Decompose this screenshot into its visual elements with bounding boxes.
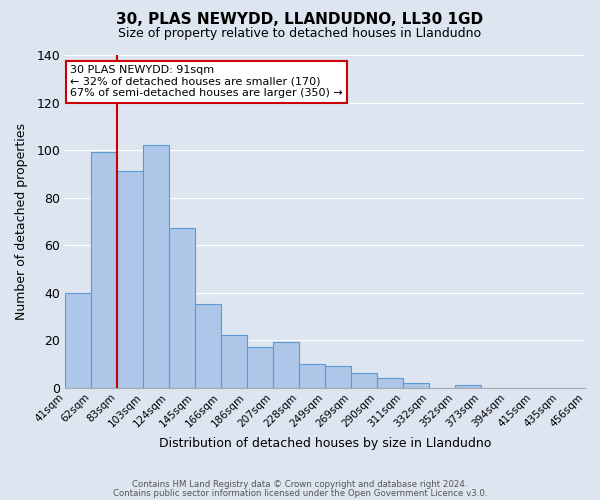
Bar <box>247 347 273 388</box>
Text: 30 PLAS NEWYDD: 91sqm
← 32% of detached houses are smaller (170)
67% of semi-det: 30 PLAS NEWYDD: 91sqm ← 32% of detached … <box>70 65 343 98</box>
Bar <box>91 152 117 388</box>
Text: Size of property relative to detached houses in Llandudno: Size of property relative to detached ho… <box>118 28 482 40</box>
Bar <box>169 228 195 388</box>
Bar <box>195 304 221 388</box>
Bar <box>273 342 299 388</box>
Bar <box>221 336 247 388</box>
Text: Contains public sector information licensed under the Open Government Licence v3: Contains public sector information licen… <box>113 488 487 498</box>
Bar <box>351 374 377 388</box>
Y-axis label: Number of detached properties: Number of detached properties <box>15 123 28 320</box>
Bar <box>65 292 91 388</box>
Bar <box>455 386 481 388</box>
Bar <box>403 383 429 388</box>
X-axis label: Distribution of detached houses by size in Llandudno: Distribution of detached houses by size … <box>159 437 491 450</box>
Bar <box>143 146 169 388</box>
Text: Contains HM Land Registry data © Crown copyright and database right 2024.: Contains HM Land Registry data © Crown c… <box>132 480 468 489</box>
Bar <box>117 172 143 388</box>
Bar <box>377 378 403 388</box>
Text: 30, PLAS NEWYDD, LLANDUDNO, LL30 1GD: 30, PLAS NEWYDD, LLANDUDNO, LL30 1GD <box>116 12 484 28</box>
Bar <box>299 364 325 388</box>
Bar <box>325 366 351 388</box>
